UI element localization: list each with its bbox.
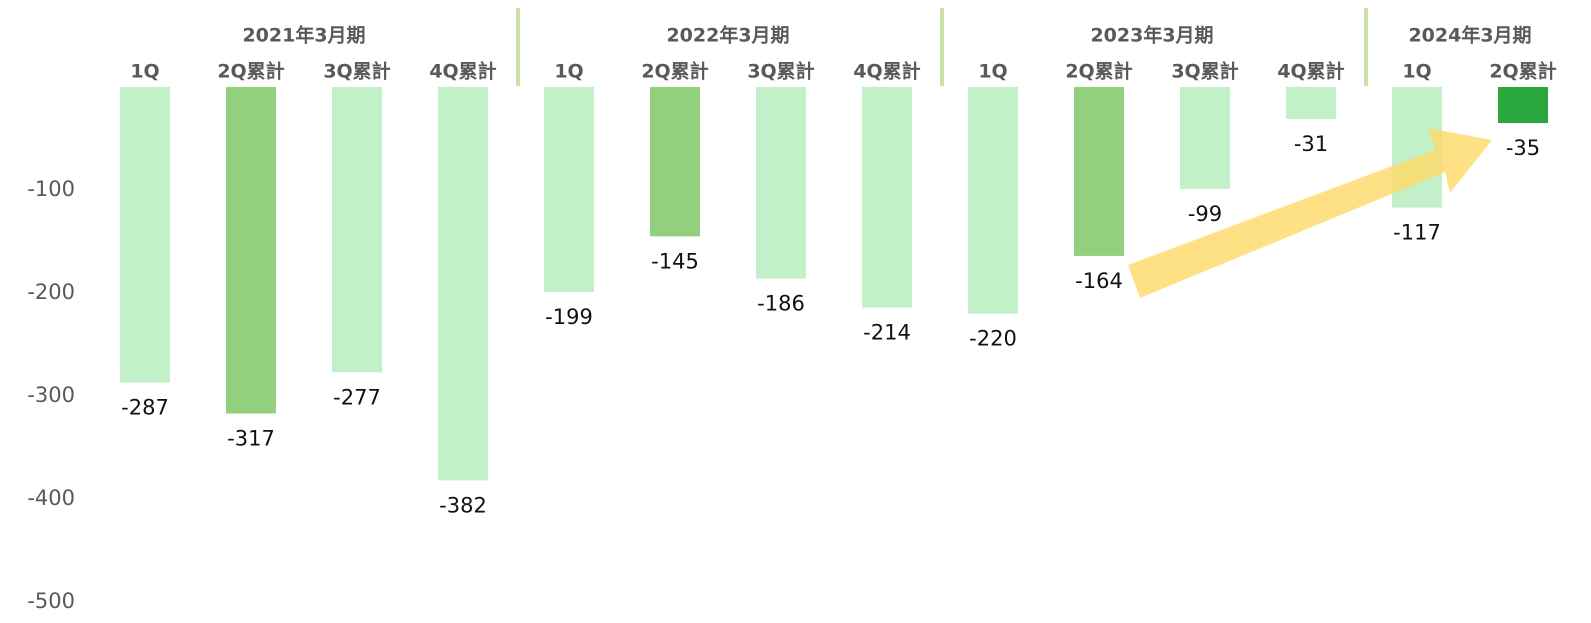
group-label: 2023年3月期 <box>1090 24 1213 47</box>
value-label: -220 <box>969 327 1017 351</box>
bar <box>862 87 912 308</box>
value-label: -117 <box>1393 221 1441 245</box>
value-label: -199 <box>545 305 593 329</box>
x-tick-label: 2Q累計 <box>1065 60 1132 83</box>
y-tick-label: -300 <box>27 383 75 407</box>
y-tick-label: -200 <box>27 280 75 304</box>
y-tick-label: -100 <box>27 177 75 201</box>
group-label: 2022年3月期 <box>666 24 789 47</box>
x-tick-label: 3Q累計 <box>1171 60 1238 83</box>
group-label: 2021年3月期 <box>242 24 365 47</box>
value-label: -382 <box>439 493 487 517</box>
bar <box>120 87 170 383</box>
bar <box>968 87 1018 314</box>
value-label: -287 <box>121 396 169 420</box>
value-label: -186 <box>757 292 805 316</box>
x-tick-label: 1Q <box>978 61 1007 83</box>
y-tick-label: -500 <box>27 589 75 613</box>
value-label: -214 <box>863 320 911 344</box>
bar <box>438 87 488 481</box>
group-label: 2024年3月期 <box>1408 24 1531 47</box>
bar <box>756 87 806 279</box>
x-tick-label: 1Q <box>130 61 159 83</box>
value-label: -317 <box>227 427 275 451</box>
x-tick-label: 2Q累計 <box>217 60 284 83</box>
x-tick-label: 4Q累計 <box>853 60 920 83</box>
x-tick-label: 4Q累計 <box>429 60 496 83</box>
bar <box>650 87 700 237</box>
x-tick-label: 2Q累計 <box>641 60 708 83</box>
trend-arrow <box>1128 128 1492 298</box>
x-tick-label: 3Q累計 <box>747 60 814 83</box>
value-label: -99 <box>1188 202 1222 226</box>
x-tick-label: 4Q累計 <box>1277 60 1344 83</box>
bar <box>1074 87 1124 256</box>
x-tick-label: 3Q累計 <box>323 60 390 83</box>
bar <box>1286 87 1336 119</box>
value-label: -145 <box>651 249 699 273</box>
x-tick-label: 1Q <box>554 61 583 83</box>
value-label: -35 <box>1506 136 1540 160</box>
y-tick-label: -400 <box>27 486 75 510</box>
bar <box>1180 87 1230 189</box>
value-label: -164 <box>1075 269 1123 293</box>
bar <box>332 87 382 373</box>
x-tick-label: 2Q累計 <box>1489 60 1556 83</box>
bar <box>226 87 276 414</box>
bar <box>1498 87 1548 124</box>
bar <box>544 87 594 292</box>
value-label: -31 <box>1294 132 1328 156</box>
x-tick-label: 1Q <box>1402 61 1431 83</box>
value-label: -277 <box>333 385 381 409</box>
